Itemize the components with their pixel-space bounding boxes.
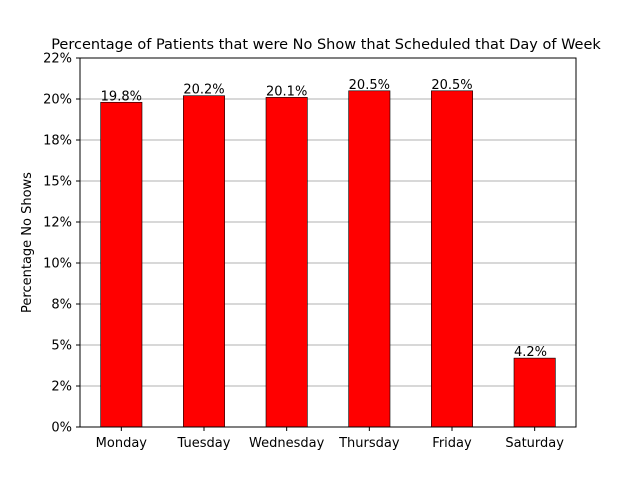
y-tick-label: 0% (51, 421, 72, 436)
y-axis-ticks: 0% 2% 5% 8% 10% 12% 15% 18% 20% 22% (43, 52, 80, 436)
y-tick-label: 15% (43, 175, 72, 190)
bar-monday (100, 101, 143, 428)
y-tick-label: 22% (43, 52, 72, 67)
y-tick-label: 12% (43, 216, 72, 231)
y-tick-label: 2% (51, 380, 72, 395)
x-tick-label: Friday (432, 436, 472, 451)
bar-friday (431, 90, 473, 428)
x-tick-label: Wednesday (249, 436, 325, 451)
bar-saturday (513, 357, 556, 428)
bar-label-wednesday: 20.1% (266, 84, 307, 99)
y-axis-label: Percentage No Shows (20, 172, 35, 313)
grid-lines (80, 57, 576, 428)
bar-label-tuesday: 20.2% (183, 83, 224, 98)
bar-label-friday: 20.5% (431, 78, 472, 93)
bar-label-thursday: 20.5% (349, 78, 390, 93)
bar-thursday (348, 90, 391, 428)
y-tick-label: 10% (43, 257, 72, 272)
bar-label-saturday: 4.2% (514, 345, 547, 360)
bar-wednesday (265, 97, 308, 428)
x-tick-label: Thursday (338, 436, 400, 451)
y-tick-label: 5% (51, 339, 72, 354)
bar-tuesday (183, 95, 225, 428)
bar-data-labels: 19.8% 20.2% 20.1% 20.5% 20.5% 4.2% (101, 78, 547, 360)
bars (100, 90, 556, 428)
x-axis-ticks: Monday Tuesday Wednesday Thursday Friday Satu… (96, 427, 564, 451)
y-tick-label: 20% (43, 93, 72, 108)
x-tick-label: Saturday (505, 436, 564, 451)
y-tick-label: 8% (51, 298, 72, 313)
plot-frame (79, 57, 577, 428)
x-tick-label: Monday (96, 436, 148, 451)
y-tick-label: 18% (43, 134, 72, 149)
chart-title: Percentage of Patients that were No Show… (51, 37, 601, 53)
bar-label-monday: 19.8% (101, 89, 142, 104)
x-tick-label: Tuesday (177, 436, 231, 451)
